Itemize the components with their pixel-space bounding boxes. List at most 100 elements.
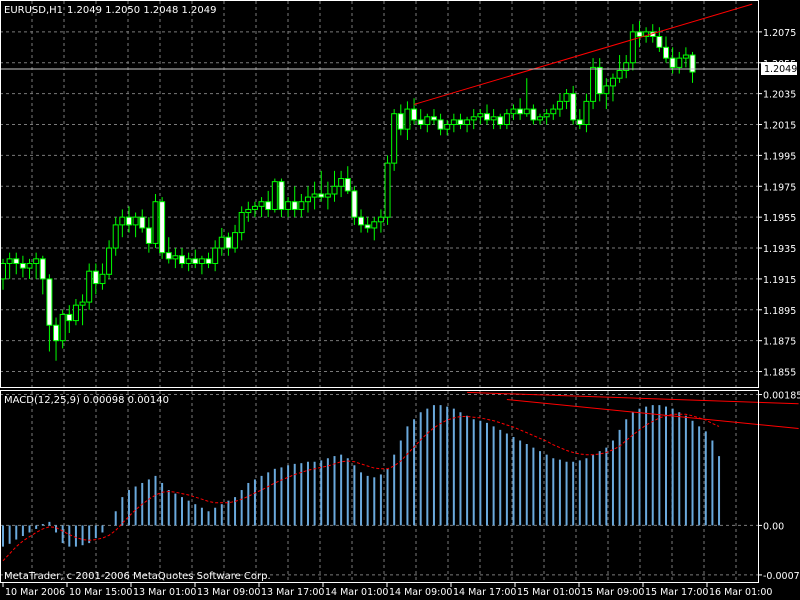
candle-body-bull xyxy=(371,221,378,229)
time-tick-label: 15 Mar 01:00 xyxy=(517,587,580,598)
candle xyxy=(265,190,272,218)
candle-body-bear xyxy=(159,201,166,254)
time-tick-label: 10 Mar 15:00 xyxy=(69,587,132,598)
candle xyxy=(53,317,60,361)
candle-body-bull xyxy=(676,57,683,68)
candle xyxy=(404,101,411,140)
candle xyxy=(464,116,471,133)
candle-body-bull xyxy=(543,113,550,118)
candle xyxy=(66,305,73,333)
candle-body-bear xyxy=(192,258,199,264)
candle xyxy=(510,104,517,120)
price-trendlines xyxy=(413,3,753,105)
candle xyxy=(152,194,159,249)
candle xyxy=(185,252,192,272)
candle xyxy=(590,58,597,110)
candle xyxy=(291,186,298,218)
candle-body-bear xyxy=(39,258,46,280)
candle-body-bear xyxy=(46,278,53,326)
candle-body-bull xyxy=(185,258,192,264)
candle xyxy=(371,217,378,241)
time-tick-label: 15 Mar 09:00 xyxy=(581,587,644,598)
candle xyxy=(351,186,358,225)
copyright-text: MetaTrader, c 2001-2006 MetaQuotes Softw… xyxy=(4,571,271,582)
candle-body-bear xyxy=(483,113,490,121)
candle-body-bear xyxy=(517,108,524,115)
candle-body-bull xyxy=(79,301,86,306)
candle-body-bear xyxy=(13,258,20,264)
candle-body-bear xyxy=(278,181,285,210)
time-tick-label: 14 Mar 01:00 xyxy=(325,587,388,598)
candle xyxy=(530,104,537,125)
candle-body-bull xyxy=(510,108,517,115)
candle xyxy=(609,73,616,102)
candle xyxy=(139,209,146,233)
candle xyxy=(411,98,418,125)
candle-body-bull xyxy=(590,66,597,102)
candle-body-bull xyxy=(682,54,689,59)
time-axis: 10 Mar 2006 10 Mar 15:00 13 Mar 01:00 13 Ma… xyxy=(2,582,772,598)
candle-body-bear xyxy=(457,119,464,126)
candle xyxy=(285,197,292,218)
candle-body-bear xyxy=(19,262,26,269)
candle-body-bull xyxy=(629,31,636,64)
candle-body-bull xyxy=(616,69,623,79)
candle-body-bull xyxy=(338,178,345,187)
candle xyxy=(205,252,212,269)
candle-body-bear xyxy=(570,93,577,121)
price-tick-label: 1.2015 xyxy=(763,121,796,132)
candle xyxy=(517,98,524,120)
candle-body-bear xyxy=(53,324,60,342)
trendline xyxy=(413,3,753,105)
candle-body-bear xyxy=(689,54,696,73)
candle xyxy=(192,249,199,269)
candle xyxy=(92,263,99,295)
candle-body-bear xyxy=(66,313,73,322)
candle-body-bull xyxy=(609,77,616,87)
candle xyxy=(682,47,689,68)
candle-body-bear xyxy=(139,216,146,229)
candle-body-bull xyxy=(311,193,318,198)
time-tick-label: 10 Mar 2006 xyxy=(5,587,65,598)
candle-body-bull xyxy=(603,85,610,95)
candle-body-bear xyxy=(92,270,99,285)
candle-body-bull xyxy=(238,212,245,234)
price-tick-label: 1.1875 xyxy=(763,337,796,348)
candle xyxy=(523,78,530,117)
candle xyxy=(298,194,305,218)
candle xyxy=(563,89,570,110)
trendline xyxy=(506,398,799,429)
candle xyxy=(444,119,451,136)
candle xyxy=(179,248,186,269)
candle xyxy=(676,51,683,74)
time-tick-label: 13 Mar 01:00 xyxy=(133,587,196,598)
candle xyxy=(86,263,93,310)
candle xyxy=(556,93,563,117)
candle-body-bear xyxy=(636,31,643,38)
price-tick-label: 1.2075 xyxy=(763,28,796,39)
candle xyxy=(311,181,318,210)
candle-body-bull xyxy=(232,232,239,249)
candle xyxy=(119,209,126,238)
time-tick-label: 14 Mar 09:00 xyxy=(389,587,452,598)
time-tick-label: 13 Mar 17:00 xyxy=(261,587,324,598)
candle-body-bear xyxy=(344,178,351,192)
candle-body-bear xyxy=(576,119,583,126)
macd-tick-label: 0.00185 xyxy=(763,391,800,402)
time-tick-label: 16 Mar 01:00 xyxy=(709,587,772,598)
candle xyxy=(125,206,132,233)
candle-body-bull xyxy=(537,116,544,121)
candle xyxy=(364,217,371,233)
candle xyxy=(112,217,119,256)
candle-body-bear xyxy=(291,201,298,210)
macd-histogram xyxy=(2,405,721,547)
candle xyxy=(26,258,33,279)
candle-body-bull xyxy=(503,113,510,126)
candle-body-bull xyxy=(212,247,219,264)
candlestick-series xyxy=(0,21,696,361)
time-tick-label: 13 Mar 09:00 xyxy=(197,587,260,598)
candle xyxy=(258,197,265,218)
macd-tick-label: 0.00 xyxy=(763,521,784,532)
candle-body-bull xyxy=(450,119,457,126)
